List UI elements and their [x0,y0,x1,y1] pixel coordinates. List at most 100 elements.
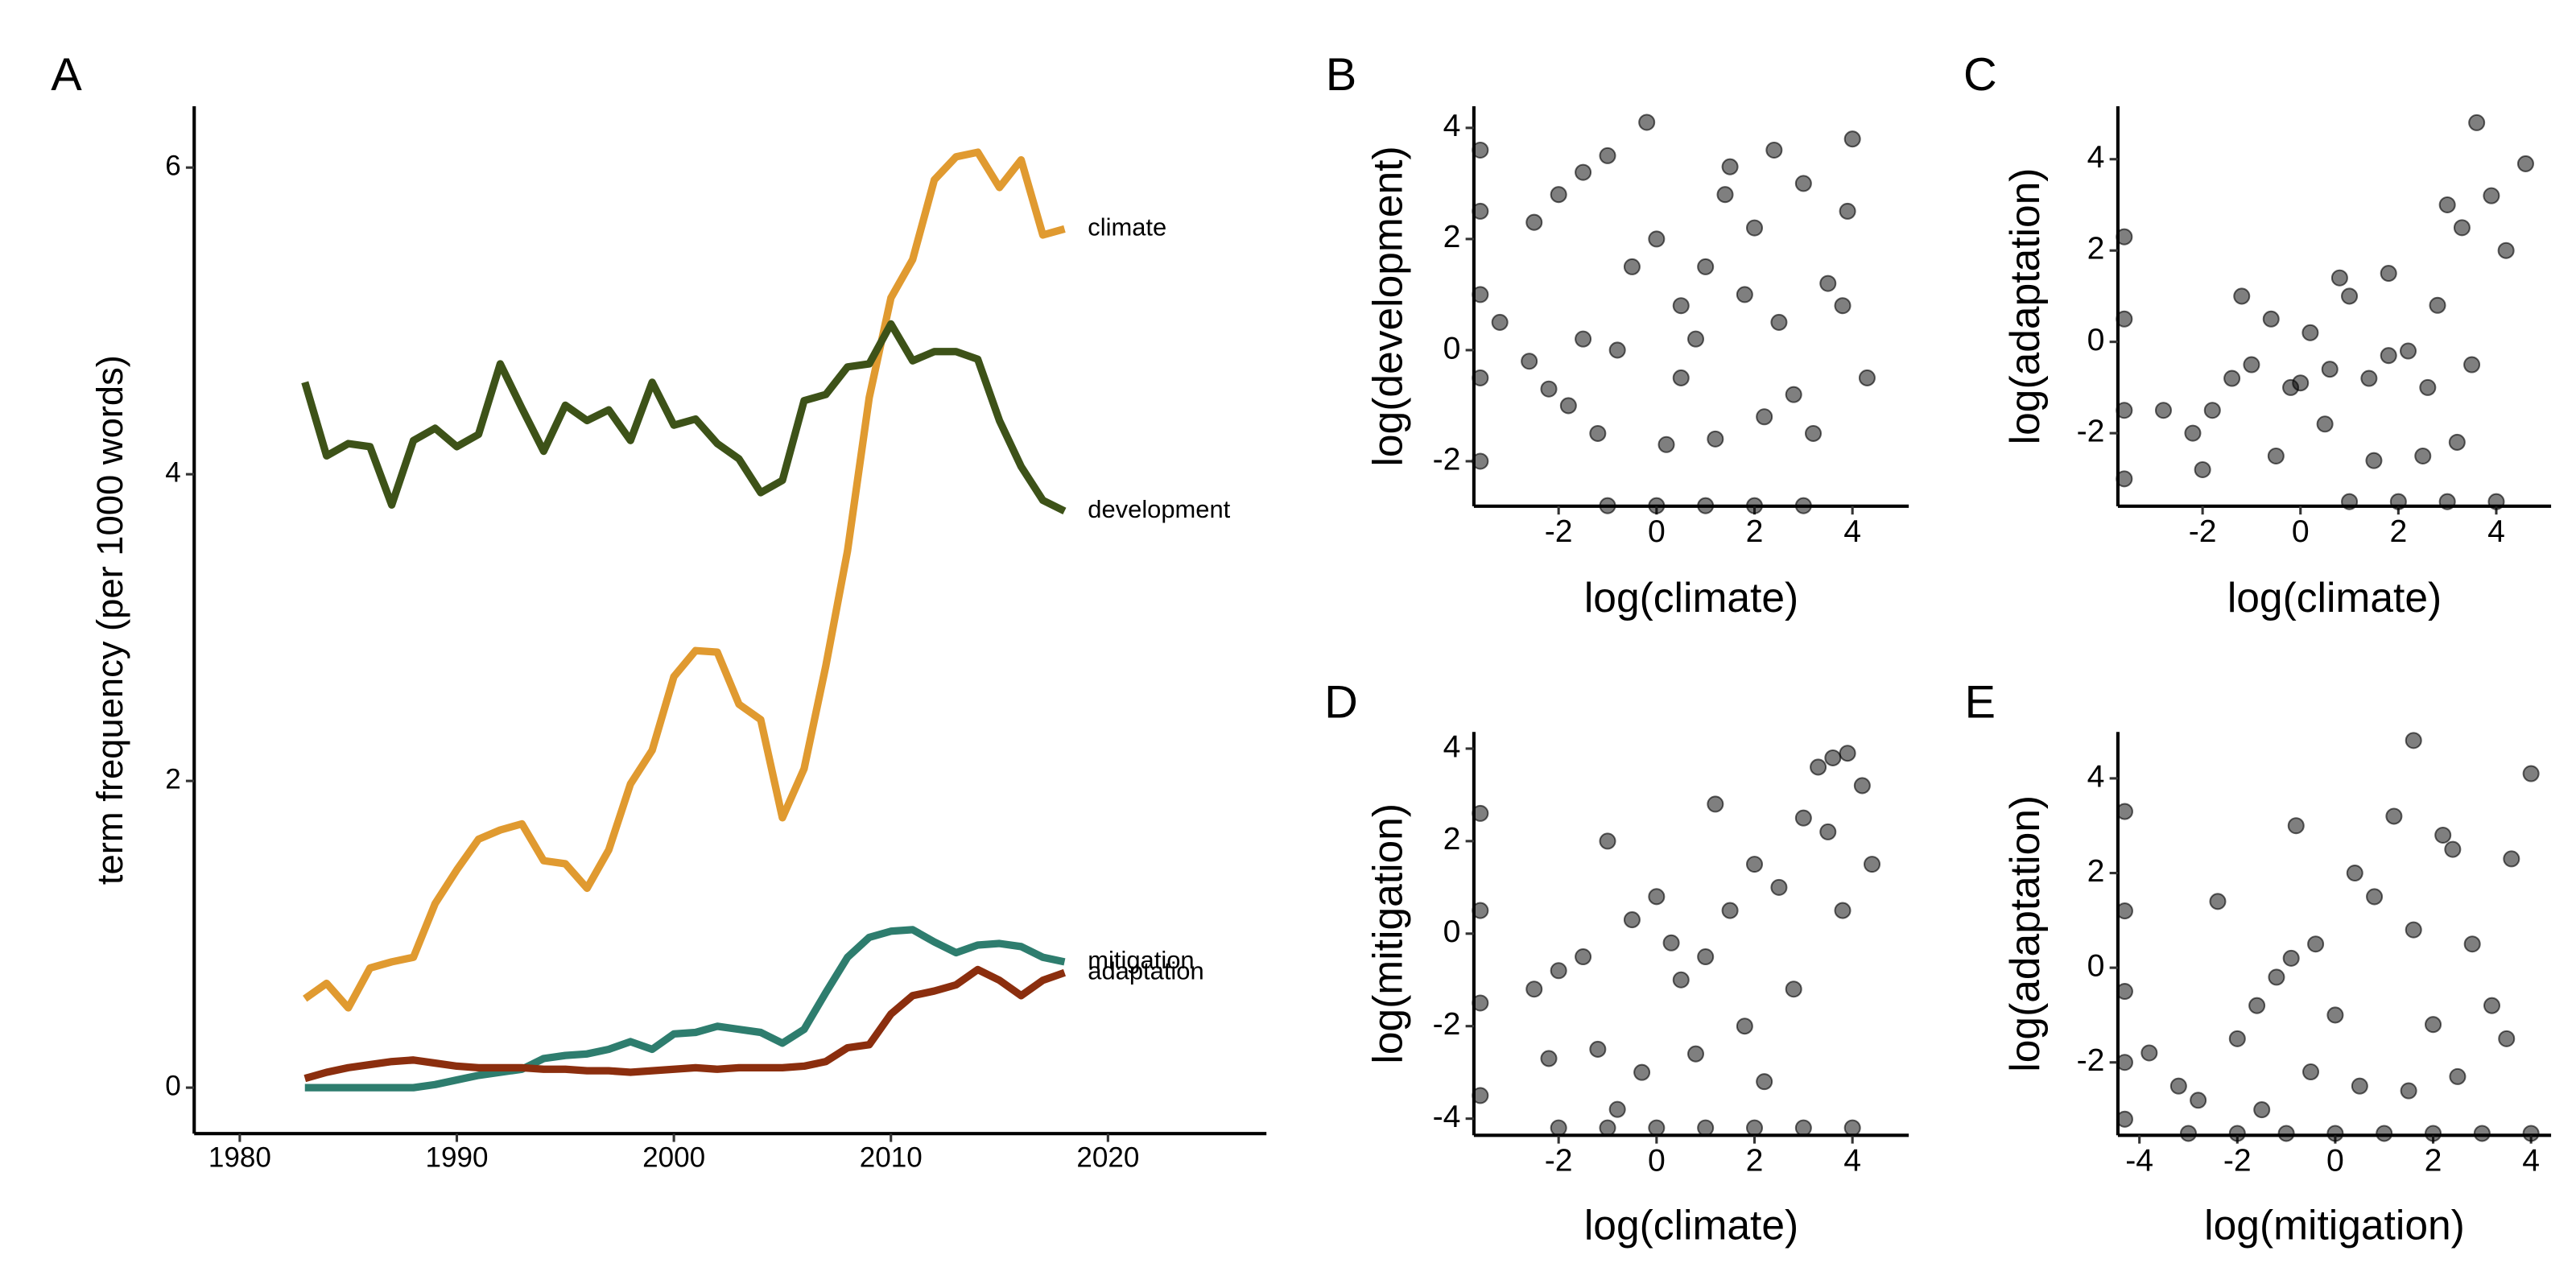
point [2438,493,2456,510]
x-tick-label: 0 [2326,1144,2344,1179]
x-tick-label: 0 [1648,514,1666,549]
y-tick-label: 2 [1443,822,1461,857]
point [2434,826,2452,844]
point [2116,310,2133,328]
point [1559,397,1577,415]
point [1657,436,1675,453]
point [2307,935,2325,953]
point [2228,1030,2246,1047]
x-tick-label: -2 [1545,514,1573,549]
point [2116,470,2133,488]
x-tick-label: -2 [1545,1144,1573,1179]
point [1599,1119,1616,1137]
point [2116,402,2133,419]
point [1756,408,1773,426]
point [2498,1030,2516,1047]
point [2243,356,2260,374]
x-tick-label: 4 [2522,1144,2540,1179]
y-axis-title: log(adaptation) [2001,168,2048,445]
point [1707,795,1724,813]
point [1810,758,1827,776]
point [1721,902,1739,919]
point [2522,1125,2540,1142]
point [1839,202,1856,220]
point [2448,433,2466,451]
y-tick-label: 0 [1443,914,1461,949]
point [2346,865,2363,882]
point [2301,1063,2320,1081]
point [1608,341,1626,359]
point [2468,114,2486,131]
point [1472,452,1489,470]
point [1623,258,1641,275]
point [1599,832,1616,850]
point [1540,380,1558,398]
point [2425,1125,2442,1142]
point [2438,196,2456,213]
series-label: mitigation [1088,946,1194,974]
point [1697,1119,1715,1137]
point [1525,980,1543,998]
point [1834,297,1852,315]
point [2116,803,2133,820]
point [2277,1125,2295,1142]
x-tick-label: -2 [2223,1144,2252,1179]
x-tick-label: 4 [2487,514,2505,549]
point [2116,1110,2133,1128]
point [2453,219,2471,237]
x-tick-label: 2 [2425,1144,2442,1179]
point [1686,330,1705,348]
point [2497,242,2515,259]
y-tick-label: -2 [1433,1007,1461,1042]
y-tick-label: -2 [2077,1043,2105,1078]
point [1472,1087,1489,1104]
x-axis-title: log(mitigation) [2204,1201,2465,1248]
point [2376,1125,2393,1142]
point [1599,147,1616,164]
series-label: development [1088,495,1230,523]
point [1716,186,1734,204]
y-tick-label: 2 [2087,854,2105,889]
point [2483,187,2500,204]
point [1834,902,1852,919]
point [1721,158,1739,175]
point [2169,1077,2187,1095]
point [1599,497,1616,514]
point [1736,1018,1753,1035]
point [2516,155,2534,172]
x-tick-label: 2 [1746,514,1764,549]
point [2385,807,2403,825]
point [1472,141,1489,159]
point [2483,997,2501,1014]
point [1745,1119,1764,1137]
point [1550,962,1567,980]
point [2522,765,2540,782]
point [2487,493,2505,510]
x-tick-label: 4 [1843,514,1861,549]
point [2116,983,2133,1001]
point [2116,902,2133,920]
series-line [303,965,1066,1083]
point [1589,424,1607,442]
point [1472,902,1489,919]
point [2366,888,2384,906]
point [2233,287,2251,305]
x-tick-label: 2 [1746,1144,1764,1179]
x-tick-label: -2 [2189,514,2217,549]
point [1525,213,1543,231]
y-tick-label: 6 [165,150,181,181]
point [1575,163,1592,181]
y-tick-label: 2 [1443,220,1461,254]
point [2503,850,2520,868]
point [2425,1016,2442,1034]
point [2341,493,2359,510]
panel-letter: A [51,49,82,101]
point [2463,356,2481,374]
point [1804,424,1823,442]
y-tick-label: 4 [2087,759,2105,794]
point [1472,994,1489,1012]
point [1623,911,1641,929]
point [1756,1073,1773,1091]
point [2140,1044,2158,1062]
point [1843,1119,1861,1137]
